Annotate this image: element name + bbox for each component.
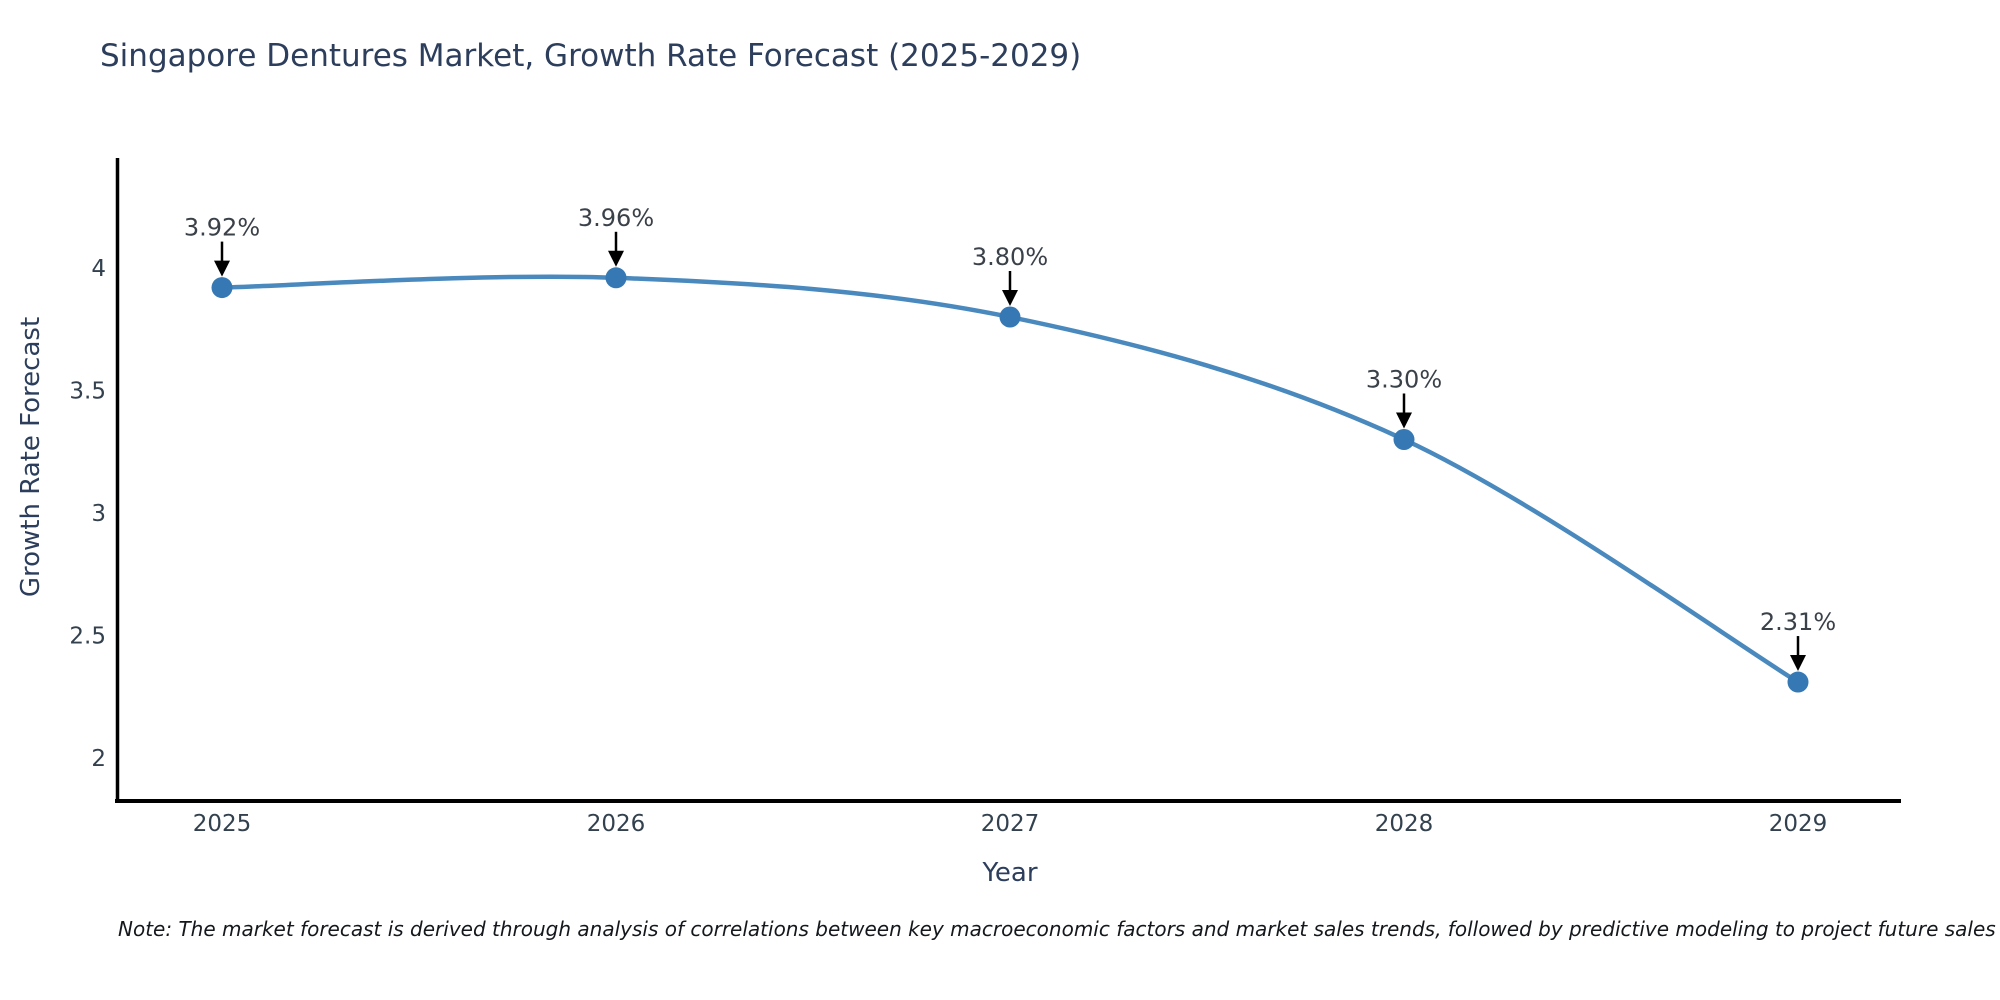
x-tick-label: 2028: [1375, 811, 1434, 837]
annotation-arrowhead: [1396, 412, 1412, 429]
x-tick-label: 2025: [193, 811, 252, 837]
trend-line: [219, 274, 1801, 685]
x-tick-label: 2026: [587, 811, 646, 837]
footnote: Note: The market forecast is derived thr…: [118, 917, 1996, 941]
y-tick-label: 3.5: [69, 379, 106, 405]
annotation-arrowhead: [1790, 655, 1806, 672]
data-point-marker: [605, 267, 627, 289]
annotation-arrowhead: [1002, 290, 1018, 306]
data-point-label: 3.96%: [578, 204, 654, 232]
x-tick-label: 2027: [981, 811, 1040, 837]
data-point-marker: [999, 306, 1021, 328]
x-tick-label: 2029: [1769, 811, 1828, 837]
data-point-marker: [1393, 429, 1415, 450]
y-axis-title: Growth Rate Forecast: [16, 316, 46, 598]
data-point-label: 2.31%: [1760, 608, 1836, 636]
data-point-label: 3.80%: [972, 243, 1048, 271]
data-point-marker: [211, 277, 233, 299]
y-tick-label: 2: [91, 746, 106, 772]
y-tick-label: 2.5: [69, 624, 106, 650]
data-point-label: 3.92%: [184, 214, 260, 242]
annotation-arrowhead: [608, 250, 624, 267]
y-tick-label: 4: [91, 256, 106, 282]
data-point-marker: [1787, 671, 1809, 693]
chart-title: Singapore Dentures Market, Growth Rate F…: [100, 38, 1082, 74]
y-tick-label: 3: [91, 501, 106, 527]
x-axis-title: Year: [982, 858, 1038, 888]
annotation-arrowhead: [214, 260, 230, 277]
data-point-label: 3.30%: [1366, 366, 1442, 394]
